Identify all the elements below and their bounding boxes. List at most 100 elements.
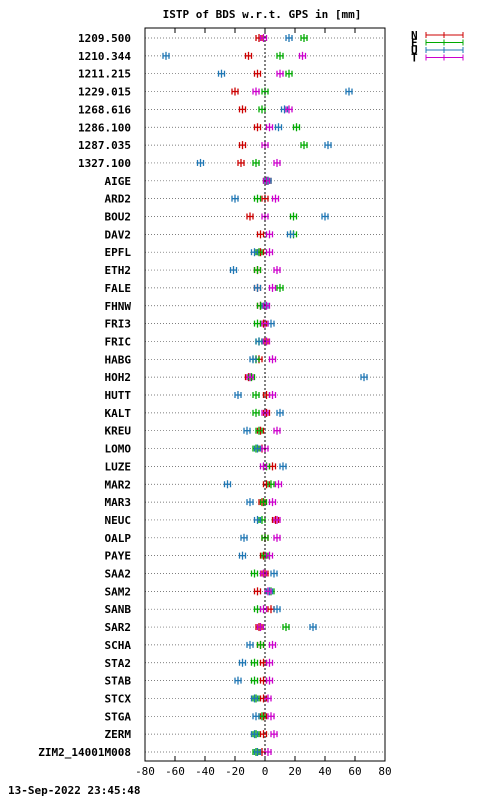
marker-n	[253, 69, 262, 78]
marker-u	[249, 355, 257, 364]
marker-n	[262, 391, 271, 399]
marker-u	[285, 34, 293, 42]
legend-marker-t	[425, 54, 464, 61]
marker-u	[238, 658, 247, 667]
x-tick-label: -40	[195, 765, 215, 778]
x-tick-label: -80	[135, 765, 155, 778]
marker-u	[162, 51, 170, 60]
legend-marker-u	[425, 47, 464, 53]
marker-u	[267, 319, 275, 328]
legend-label-n: N	[411, 29, 418, 42]
marker-e	[253, 194, 262, 203]
marker-u	[279, 462, 287, 471]
legend-marker-n	[425, 32, 464, 38]
x-tick-label: 0	[262, 765, 269, 778]
marker-t	[268, 498, 277, 507]
marker-u	[286, 230, 295, 239]
category-label: SANB	[105, 603, 132, 616]
marker-u	[321, 212, 329, 221]
category-label: ARD2	[105, 193, 132, 206]
marker-n	[244, 51, 253, 60]
marker-t	[265, 658, 274, 667]
marker-t	[285, 105, 293, 114]
marker-u	[196, 158, 205, 167]
marker-e	[255, 426, 263, 435]
marker-u	[231, 194, 239, 203]
marker-u	[234, 391, 242, 399]
marker-t	[274, 480, 283, 489]
marker-u	[217, 69, 226, 78]
category-labels: 1209.500 1210.344 1211.215 1229.015 1268.616…	[38, 32, 131, 759]
marker-e	[250, 676, 259, 685]
category-label: EPFL	[105, 246, 132, 259]
marker-n	[238, 105, 247, 114]
marker-t	[246, 373, 254, 382]
category-label: STCX	[105, 692, 132, 705]
marker-u	[274, 123, 283, 132]
marker-u	[360, 373, 368, 382]
marker-n	[231, 87, 239, 96]
x-tick-label: -20	[225, 765, 245, 778]
marker-e	[252, 408, 260, 417]
category-label: FRI3	[105, 318, 132, 331]
marker-u	[309, 623, 317, 632]
category-label: HOH2	[105, 371, 132, 384]
marker-u	[223, 480, 232, 489]
marker-e	[289, 212, 298, 221]
legend-label-e: E	[411, 37, 418, 50]
category-label: 1287.035	[78, 139, 131, 152]
marker-t	[273, 533, 281, 542]
x-tick-label: 40	[318, 765, 331, 778]
marker-t	[265, 551, 274, 560]
marker-e	[256, 640, 265, 649]
category-label: 1327.100	[78, 157, 131, 170]
category-label: LOMO	[105, 443, 132, 456]
marker-u	[253, 283, 262, 292]
marker-n	[253, 123, 262, 132]
marker-e	[276, 283, 284, 292]
category-label: 1286.100	[78, 121, 131, 134]
marker-e	[300, 34, 308, 42]
marker-t	[270, 730, 278, 739]
category-label: 1209.500	[78, 32, 131, 45]
category-label: BOU2	[105, 211, 132, 224]
category-label: STAB	[105, 675, 132, 688]
marker-u	[250, 730, 259, 739]
marker-u	[253, 515, 262, 524]
marker-u	[238, 551, 247, 560]
marker-t	[265, 123, 274, 132]
marker-n	[256, 230, 265, 239]
marker-e	[276, 51, 284, 60]
category-label: ZIM2_14001M008	[38, 746, 131, 759]
marker-u	[252, 712, 260, 721]
marker-e	[282, 623, 290, 632]
marker-u	[234, 676, 242, 685]
category-label: NEUC	[105, 514, 132, 527]
marker-u	[229, 266, 238, 275]
data-markers	[162, 34, 368, 756]
category-label: AIGE	[105, 175, 132, 188]
category-label: LUZE	[105, 460, 132, 473]
marker-e	[292, 123, 301, 132]
marker-u	[273, 605, 281, 614]
marker-t	[265, 248, 274, 257]
marker-n	[253, 587, 262, 596]
marker-n	[259, 658, 268, 667]
marker-n	[237, 158, 245, 167]
x-tick-label: 20	[288, 765, 301, 778]
marker-t	[273, 515, 281, 524]
marker-t	[271, 194, 280, 203]
marker-t	[252, 87, 260, 96]
category-label: KREU	[105, 425, 132, 438]
marker-t	[256, 623, 265, 632]
category-label: 1210.344	[78, 50, 131, 63]
x-tick-label: 60	[348, 765, 361, 778]
marker-n	[259, 676, 268, 685]
marker-e	[250, 569, 259, 578]
marker-t	[259, 462, 268, 471]
category-label: FHNW	[105, 300, 132, 313]
marker-u	[253, 444, 262, 453]
marker-u	[240, 533, 248, 542]
chart-title: ISTP of BDS w.r.t. GPS in [mm]	[163, 8, 362, 21]
